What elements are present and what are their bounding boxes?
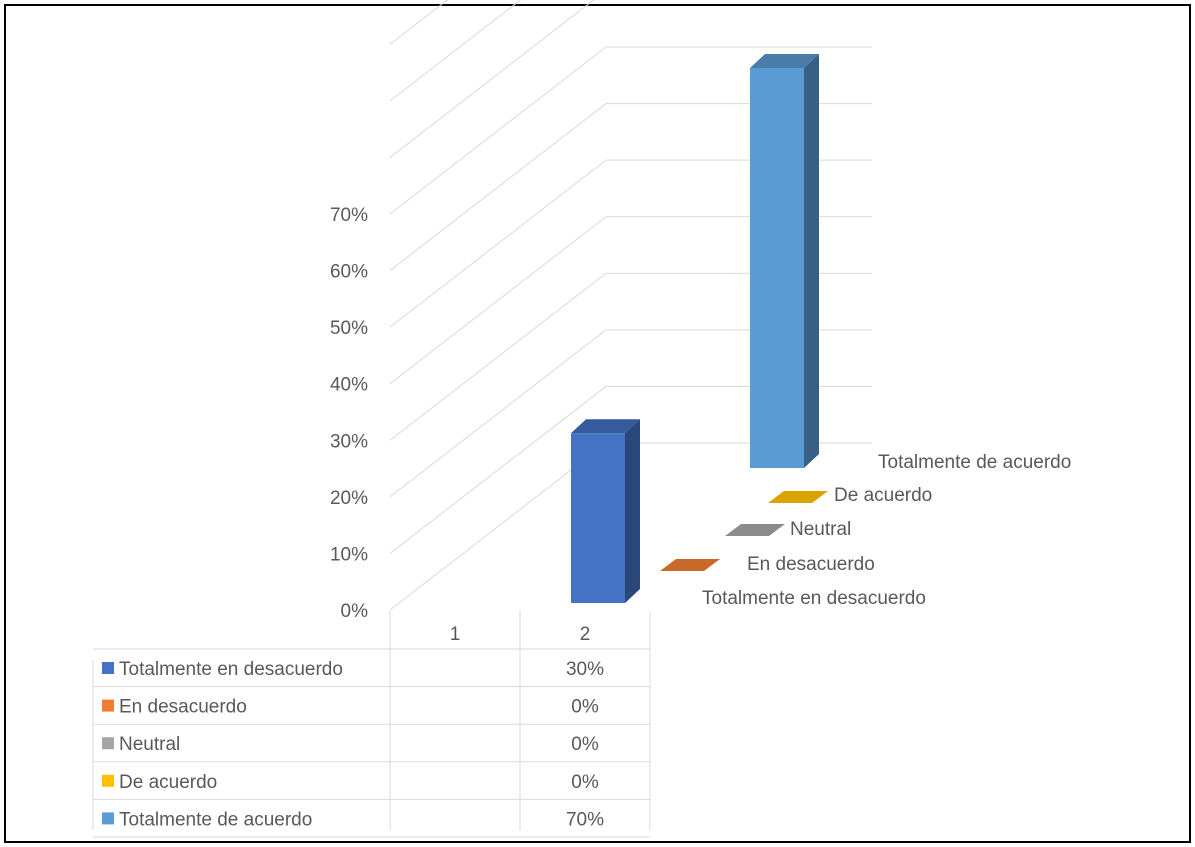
legend-swatch bbox=[102, 737, 114, 750]
grid-layer bbox=[389, 0, 872, 611]
table-row-label: En desacuerdo bbox=[119, 697, 247, 718]
bars-layer bbox=[571, 54, 828, 603]
table-value: 0% bbox=[571, 734, 599, 755]
legend-swatch bbox=[102, 774, 114, 787]
table-value: 30% bbox=[566, 659, 604, 680]
y-tick-label: 40% bbox=[330, 375, 368, 396]
table-row-label: De acuerdo bbox=[119, 772, 217, 793]
bar-zero-slab bbox=[768, 491, 828, 503]
y-axis-labels: 0% 10% 20% 30% 40% 50% 60% 70% bbox=[330, 205, 368, 622]
table-row-label: Totalmente en desacuerdo bbox=[119, 659, 343, 680]
table-value: 0% bbox=[571, 772, 599, 793]
y-tick-label: 10% bbox=[330, 544, 368, 565]
bar-side bbox=[625, 419, 640, 603]
legend-swatch bbox=[102, 699, 114, 712]
table-row-label: Neutral bbox=[119, 734, 180, 755]
gridline-side bbox=[389, 329, 607, 498]
gridline-side bbox=[389, 159, 607, 328]
gridline-side bbox=[389, 0, 595, 158]
legend-swatch bbox=[102, 812, 114, 825]
depth-axis-label: Totalmente de acuerdo bbox=[878, 452, 1071, 473]
chart-frame bbox=[4, 4, 1191, 843]
data-table: 1 2 Totalmente en desacuerdo 30% En desacuer… bbox=[92, 611, 651, 838]
table-row-label: Totalmente de acuerdo bbox=[119, 809, 312, 830]
gridline-side bbox=[389, 216, 607, 385]
gridline-side bbox=[389, 386, 607, 554]
table-value: 0% bbox=[571, 697, 599, 718]
y-tick-label: 60% bbox=[330, 262, 368, 283]
gridline-side bbox=[389, 0, 449, 45]
gridline-side bbox=[389, 46, 607, 215]
depth-axis-label: Totalmente en desacuerdo bbox=[702, 588, 926, 609]
bar-side bbox=[804, 54, 819, 468]
depth-axis-labels: Totalmente en desacuerdo En desacuerdo Neu… bbox=[702, 452, 1071, 609]
bar-zero-slab bbox=[725, 524, 785, 536]
gridline-side bbox=[389, 272, 607, 441]
y-tick-label: 70% bbox=[330, 205, 368, 226]
table-value: 70% bbox=[566, 809, 604, 830]
table-header-category: 1 bbox=[450, 624, 461, 645]
y-tick-label: 50% bbox=[330, 318, 368, 339]
gridline-side bbox=[389, 442, 607, 611]
depth-axis-label: Neutral bbox=[790, 519, 851, 540]
legend-swatch bbox=[102, 662, 114, 674]
bar-front bbox=[571, 433, 625, 603]
depth-axis-label: En desacuerdo bbox=[747, 554, 875, 575]
bar-top bbox=[571, 419, 640, 434]
gridline-side bbox=[389, 103, 607, 271]
bar-front bbox=[750, 68, 804, 468]
depth-axis-label: De acuerdo bbox=[834, 485, 932, 506]
bar-top bbox=[750, 54, 819, 68]
y-tick-label: 30% bbox=[330, 431, 368, 452]
table-header-category: 2 bbox=[580, 624, 591, 645]
gridline-side bbox=[389, 0, 522, 102]
bar-zero-slab bbox=[660, 559, 720, 571]
y-tick-label: 0% bbox=[341, 601, 369, 622]
y-tick-label: 20% bbox=[330, 488, 368, 509]
